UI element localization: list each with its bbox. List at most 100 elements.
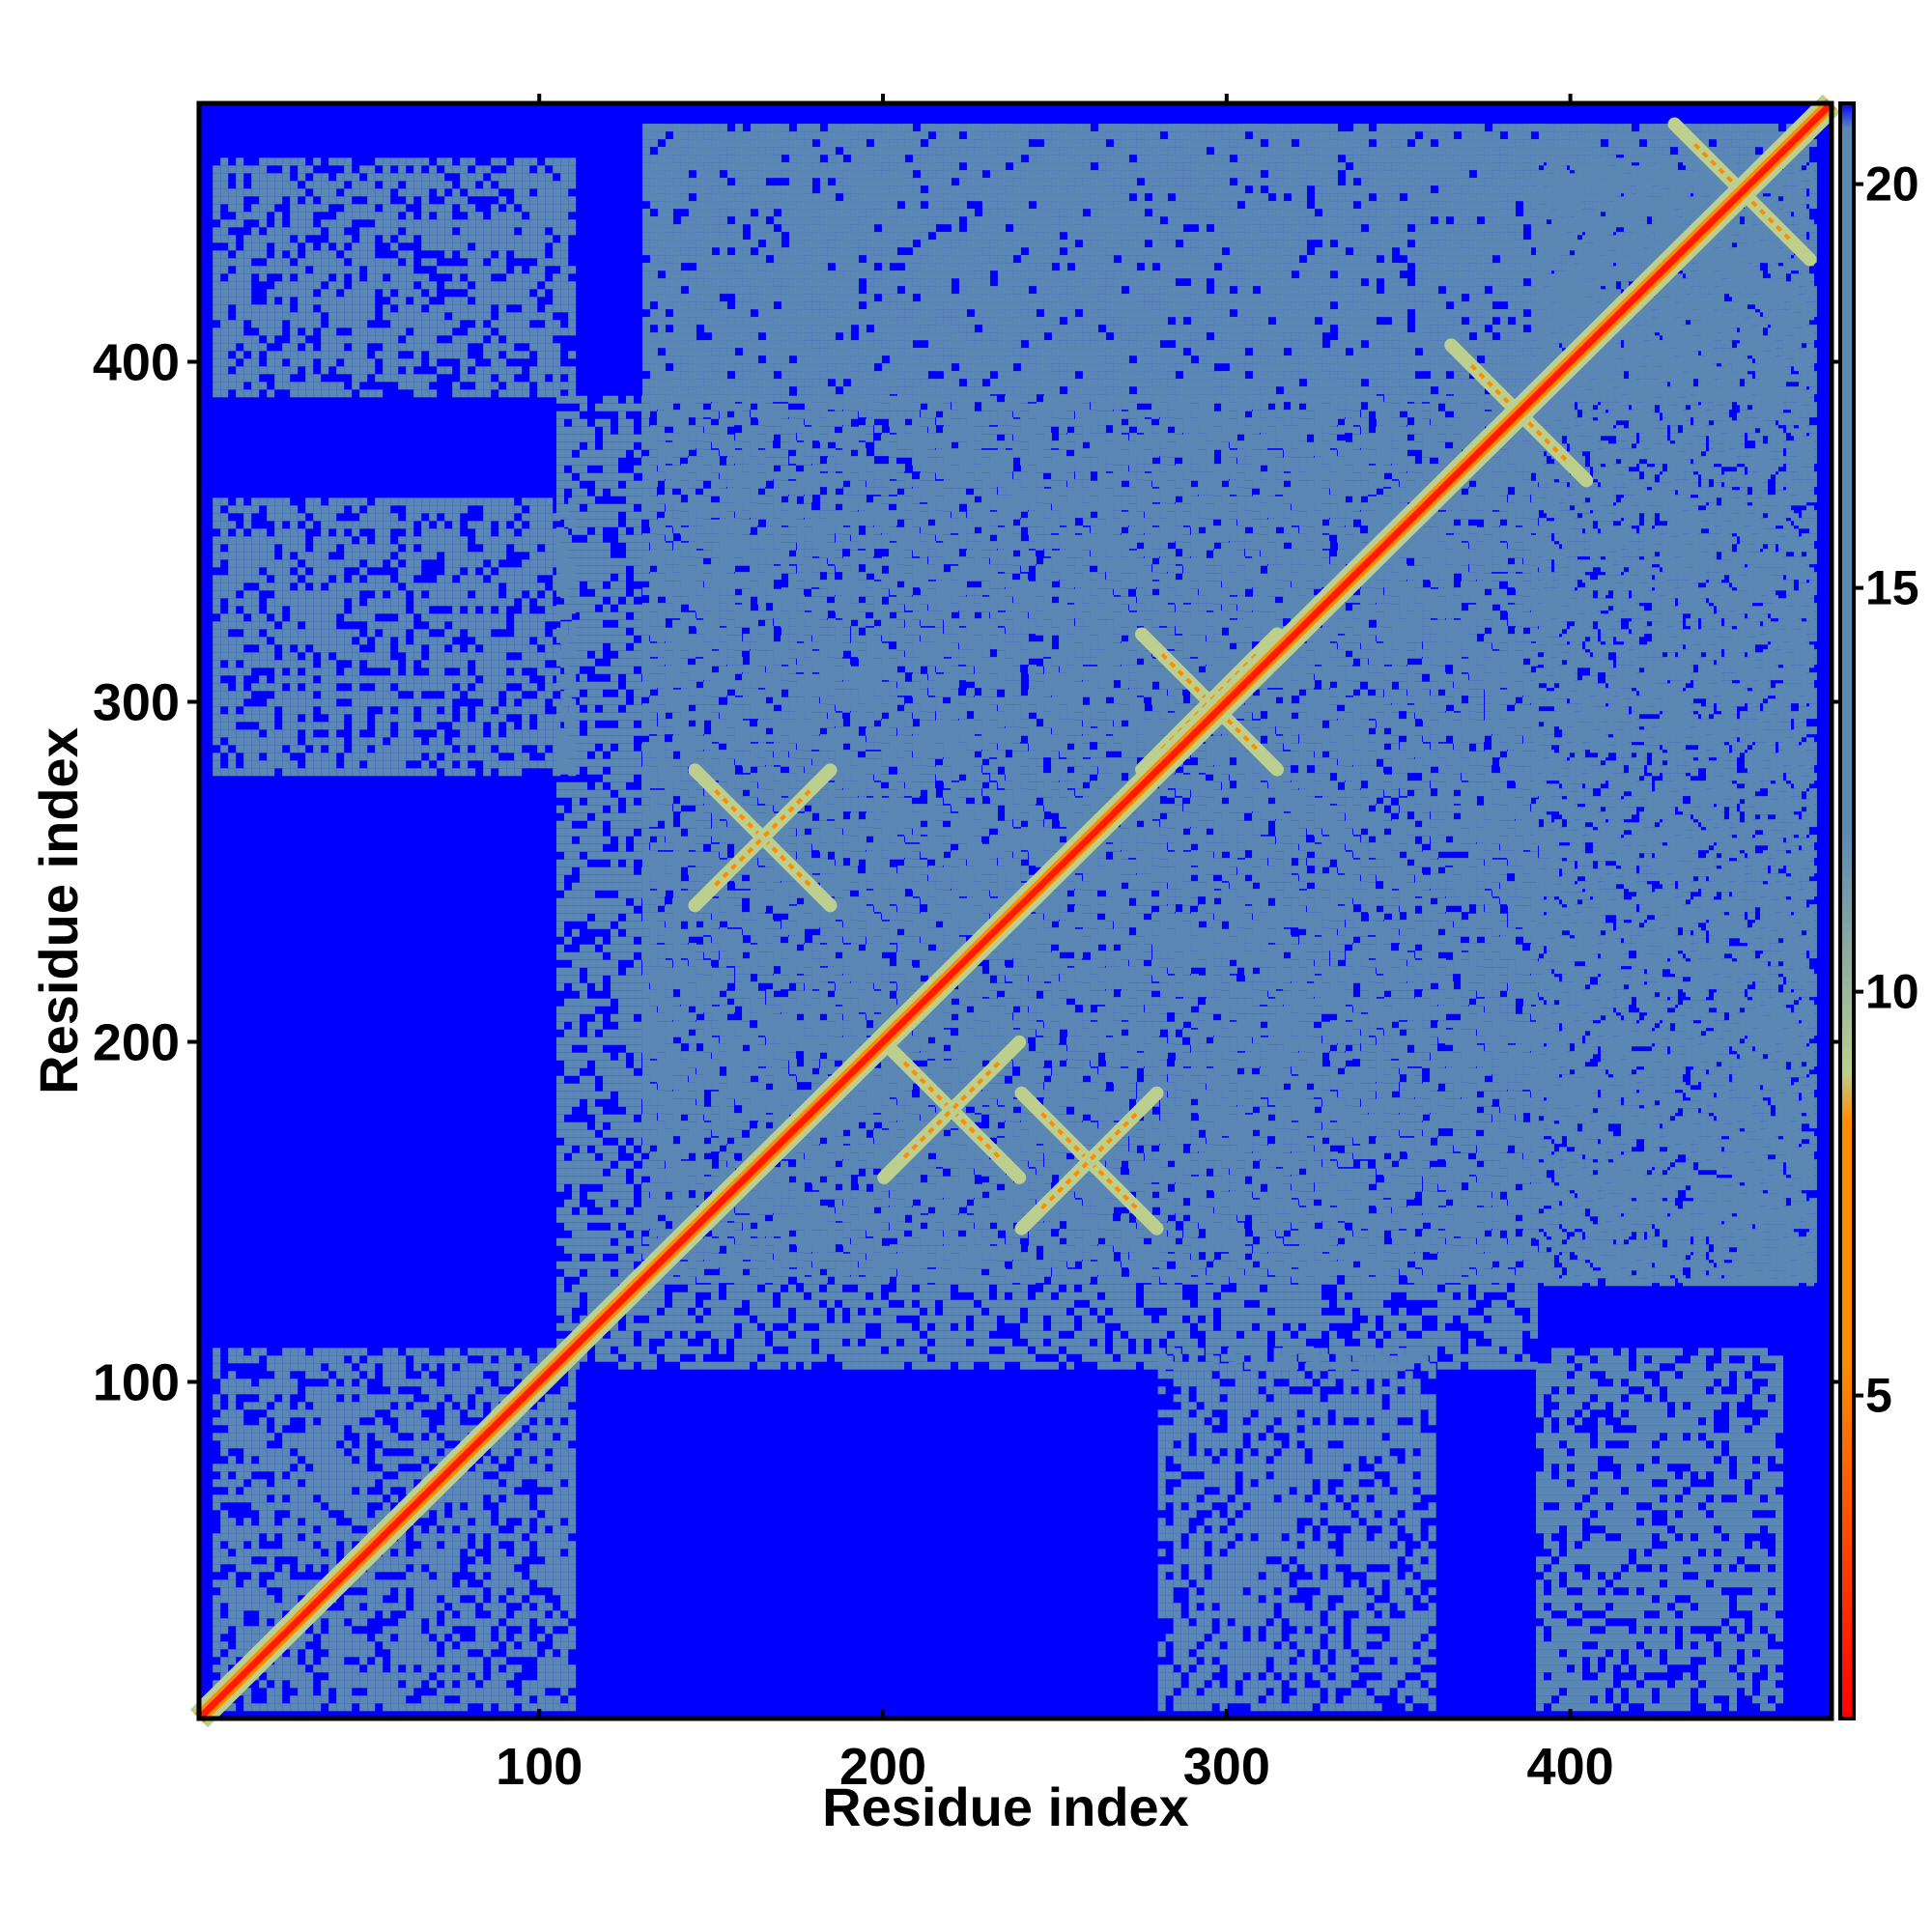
heatmap-cell (375, 1394, 383, 1402)
heatmap-cell (452, 1487, 460, 1494)
heatmap-cell (290, 1510, 298, 1518)
heatmap-cell (545, 1510, 553, 1518)
heatmap-cell (298, 1525, 305, 1533)
heatmap-cell (220, 1533, 228, 1541)
heatmap-cell (267, 1533, 274, 1541)
heatmap-cell (321, 1463, 328, 1471)
heatmap-cell (321, 1409, 328, 1417)
heatmap-cell (259, 1525, 267, 1533)
heatmap-cell (243, 1533, 251, 1541)
heatmap-cell (274, 1409, 282, 1417)
heatmap-cell (413, 1471, 421, 1479)
heatmap-cell (274, 1371, 282, 1378)
heatmap-cell (413, 1448, 421, 1456)
heatmap-cell (228, 1518, 236, 1525)
heatmap-cell (344, 1409, 352, 1417)
heatmap-cell (259, 1494, 267, 1502)
heatmap-cell (406, 1394, 413, 1402)
heatmap-cell (336, 1471, 344, 1479)
heatmap-cell (421, 1548, 429, 1556)
heatmap-cell (437, 1533, 444, 1541)
heatmap-cell (506, 1494, 514, 1502)
heatmap-cell (475, 1525, 483, 1533)
heatmap-cell (290, 1494, 298, 1502)
heatmap-cell (475, 1533, 483, 1541)
heatmap-cell (398, 1371, 406, 1378)
heatmap-cell (560, 1510, 568, 1518)
heatmap-cell (537, 1409, 545, 1417)
heatmap-cell (429, 1378, 437, 1386)
heatmap-cell (429, 1448, 437, 1456)
heatmap-cell (305, 1548, 313, 1556)
heatmap-cell (421, 1417, 429, 1425)
heatmap-cell (460, 1425, 468, 1433)
heatmap-cell (452, 1518, 460, 1525)
heatmap-cell (344, 1502, 352, 1510)
heatmap-cell (259, 1448, 267, 1456)
heatmap-cell (506, 1487, 514, 1494)
heatmap-cell (429, 1394, 437, 1402)
heatmap-cell (529, 1448, 537, 1456)
heatmap-cell (421, 1402, 429, 1409)
heatmap-cell (506, 1471, 514, 1479)
heatmap-cell (444, 1348, 452, 1355)
heatmap-cell (475, 1502, 483, 1510)
heatmap-cell (243, 1433, 251, 1440)
heatmap-cell (468, 1502, 475, 1510)
heatmap-cell (344, 1525, 352, 1533)
heatmap-cell (460, 1533, 468, 1541)
heatmap-cell (553, 1502, 560, 1510)
heatmap-cell (321, 1433, 328, 1440)
heatmap-cell (298, 1402, 305, 1409)
heatmap-cell (298, 1363, 305, 1371)
heatmap-cell (475, 1471, 483, 1479)
heatmap-cell (514, 1463, 522, 1471)
heatmap-cell (359, 1487, 367, 1494)
heatmap-cell (359, 1479, 367, 1487)
heatmap-cell (321, 1541, 328, 1548)
heatmap-cell (282, 1487, 290, 1494)
heatmap-cell (213, 1463, 220, 1471)
heatmap-cell (336, 1456, 344, 1463)
heatmap-cell (259, 1386, 267, 1394)
heatmap-cell (452, 1386, 460, 1394)
heatmap-cell (243, 1556, 251, 1564)
heatmap-cell (522, 1456, 529, 1463)
heatmap-cell (437, 1355, 444, 1363)
heatmap-cell (537, 1548, 545, 1556)
heatmap-cell (328, 1355, 336, 1363)
heatmap-cell (313, 1440, 321, 1448)
heatmap-cell (213, 1371, 220, 1378)
heatmap-cell (328, 1494, 336, 1502)
heatmap-cell (421, 1533, 429, 1541)
heatmap-cell (298, 1440, 305, 1448)
heatmap-cell (383, 1425, 390, 1433)
heatmap-cell (251, 1533, 259, 1541)
heatmap-cell (383, 1487, 390, 1494)
heatmap-cell (220, 1409, 228, 1417)
heatmap-cell (313, 1386, 321, 1394)
heatmap-cell (344, 1533, 352, 1541)
heatmap-cell (444, 1525, 452, 1533)
heatmap-cell (537, 1479, 545, 1487)
heatmap-cell (274, 1386, 282, 1394)
heatmap-cell (259, 1440, 267, 1448)
heatmap-cell (383, 1433, 390, 1440)
heatmap-cell (537, 1448, 545, 1456)
heatmap-cell (305, 1440, 313, 1448)
heatmap-cell (259, 1463, 267, 1471)
heatmap-cell (514, 1440, 522, 1448)
heatmap-cell (514, 1502, 522, 1510)
heatmap-cell (313, 1502, 321, 1510)
heatmap-cell (506, 1433, 514, 1440)
heatmap-cell (553, 1394, 560, 1402)
heatmap-cell (274, 1456, 282, 1463)
heatmap-cell (259, 1510, 267, 1518)
heatmap-cell (305, 1371, 313, 1378)
heatmap-cell (491, 1363, 498, 1371)
heatmap-cell (537, 1348, 545, 1355)
heatmap-cell (498, 1448, 506, 1456)
heatmap-cell (560, 1463, 568, 1471)
heatmap-cell (498, 1518, 506, 1525)
